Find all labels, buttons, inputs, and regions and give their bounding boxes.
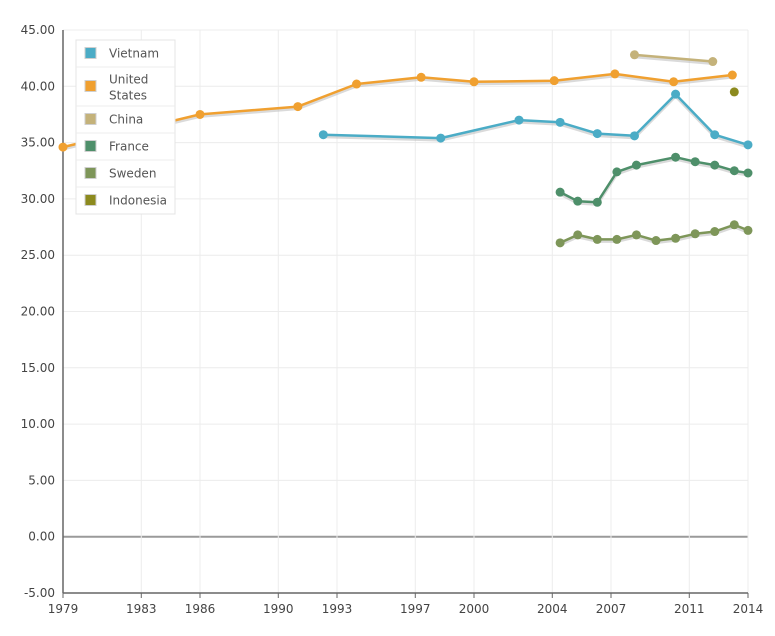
- data-point-france: [729, 166, 739, 176]
- y-tick-label: 40.00: [21, 79, 55, 93]
- data-point-vietnam: [592, 129, 602, 139]
- legend-item-united-states[interactable]: United States: [76, 66, 175, 103]
- data-point-china: [629, 50, 639, 60]
- data-point-united-states: [727, 70, 737, 80]
- y-tick-label: 20.00: [21, 305, 55, 319]
- data-point-france: [710, 160, 720, 170]
- y-tick-label: -5.00: [24, 586, 55, 600]
- y-tick-label: 0.00: [28, 530, 55, 544]
- legend-item-france[interactable]: France: [76, 132, 175, 154]
- data-point-france: [743, 168, 753, 178]
- legend-swatch: [84, 80, 97, 92]
- legend-swatch: [84, 113, 97, 125]
- data-point-united-states: [469, 77, 479, 87]
- data-point-vietnam: [743, 140, 753, 150]
- series-layer: [58, 50, 753, 248]
- x-tick-label: 1986: [185, 602, 216, 616]
- data-point-sweden: [612, 234, 622, 244]
- data-point-indonesia: [729, 87, 739, 97]
- data-point-vietnam: [318, 130, 328, 140]
- x-tick-label: 1983: [126, 602, 157, 616]
- x-tick-label: 1979: [48, 602, 79, 616]
- data-point-france: [555, 187, 565, 197]
- data-point-vietnam: [555, 117, 565, 127]
- legend-item-indonesia[interactable]: Indonesia: [76, 186, 175, 208]
- data-point-united-states: [669, 77, 679, 87]
- y-tick-label: 35.00: [21, 136, 55, 150]
- legend[interactable]: Vietnam United States China France Sweden Indo…: [75, 39, 176, 215]
- legend-item-sweden[interactable]: Sweden: [76, 159, 175, 181]
- legend-item-vietnam[interactable]: Vietnam: [84, 47, 159, 61]
- data-point-vietnam: [671, 89, 681, 99]
- x-tick-label: 2011: [674, 602, 705, 616]
- data-point-france: [573, 196, 583, 206]
- y-tick-label: 5.00: [28, 473, 55, 487]
- x-tick-label: 1997: [400, 602, 431, 616]
- legend-label: France: [109, 140, 149, 154]
- data-point-france: [612, 167, 622, 177]
- data-point-france: [631, 160, 641, 170]
- data-point-united-states: [549, 76, 559, 86]
- y-tick-label: 15.00: [21, 361, 55, 375]
- series-shadow-china: [634, 55, 713, 65]
- data-point-sweden: [631, 230, 641, 240]
- data-point-china: [708, 57, 718, 67]
- x-tick-label: 1990: [263, 602, 294, 616]
- data-point-vietnam: [629, 131, 639, 141]
- data-point-vietnam: [436, 133, 446, 143]
- data-point-sweden: [710, 227, 720, 237]
- data-point-sweden: [555, 238, 565, 248]
- series-shadow-france: [559, 157, 749, 206]
- legend-label: China: [109, 113, 143, 127]
- y-tick-label: 10.00: [21, 417, 55, 431]
- data-point-sweden: [743, 225, 753, 235]
- x-tick-label: 1993: [322, 602, 353, 616]
- data-point-united-states: [352, 79, 362, 89]
- legend-swatch: [84, 47, 97, 59]
- data-point-france: [690, 157, 700, 167]
- x-axis-tick-labels: 1979 1983 1986 1990 1993 1997 2000 2004 2007 2011…: [48, 602, 764, 616]
- x-tick-label: 2007: [596, 602, 627, 616]
- x-tick-label: 2014: [733, 602, 764, 616]
- data-point-sweden: [671, 233, 681, 243]
- legend-label: Vietnam: [109, 47, 159, 61]
- data-point-sweden: [592, 234, 602, 244]
- y-axis-tick-labels: 45.00 40.00 35.00 30.00 25.00 20.00 15.00 10.00…: [21, 23, 55, 600]
- data-point-vietnam: [514, 115, 524, 125]
- series-line-united-states: [62, 72, 733, 149]
- data-point-sweden: [729, 220, 739, 230]
- data-point-sweden: [573, 230, 583, 240]
- legend-swatch: [84, 140, 97, 152]
- y-tick-label: 30.00: [21, 192, 55, 206]
- legend-item-china[interactable]: China: [76, 105, 175, 127]
- data-point-united-states: [195, 109, 205, 119]
- data-point-united-states: [293, 102, 303, 112]
- legend-swatch: [84, 194, 97, 206]
- legend-swatch: [84, 167, 97, 179]
- data-point-united-states: [610, 69, 620, 79]
- x-tick-label: 2000: [459, 602, 490, 616]
- legend-label: United: [109, 73, 148, 87]
- series-shadow-united-states: [62, 74, 733, 151]
- axes: [62, 30, 749, 598]
- series-line-vietnam: [323, 92, 749, 147]
- legend-label: States: [109, 89, 147, 103]
- data-point-sweden: [651, 236, 661, 246]
- y-tick-label: 45.00: [21, 23, 55, 37]
- data-point-united-states: [416, 72, 426, 82]
- data-point-vietnam: [710, 130, 720, 140]
- data-point-france: [592, 197, 602, 207]
- y-tick-label: 25.00: [21, 248, 55, 262]
- legend-label: Sweden: [109, 167, 156, 181]
- data-point-sweden: [690, 229, 700, 239]
- series-line-france: [559, 155, 749, 204]
- series-line-china: [634, 53, 713, 63]
- data-point-united-states: [58, 142, 68, 152]
- legend-box: [75, 39, 176, 215]
- x-tick-label: 2004: [537, 602, 568, 616]
- data-point-france: [671, 152, 681, 162]
- legend-label: Indonesia: [109, 194, 167, 208]
